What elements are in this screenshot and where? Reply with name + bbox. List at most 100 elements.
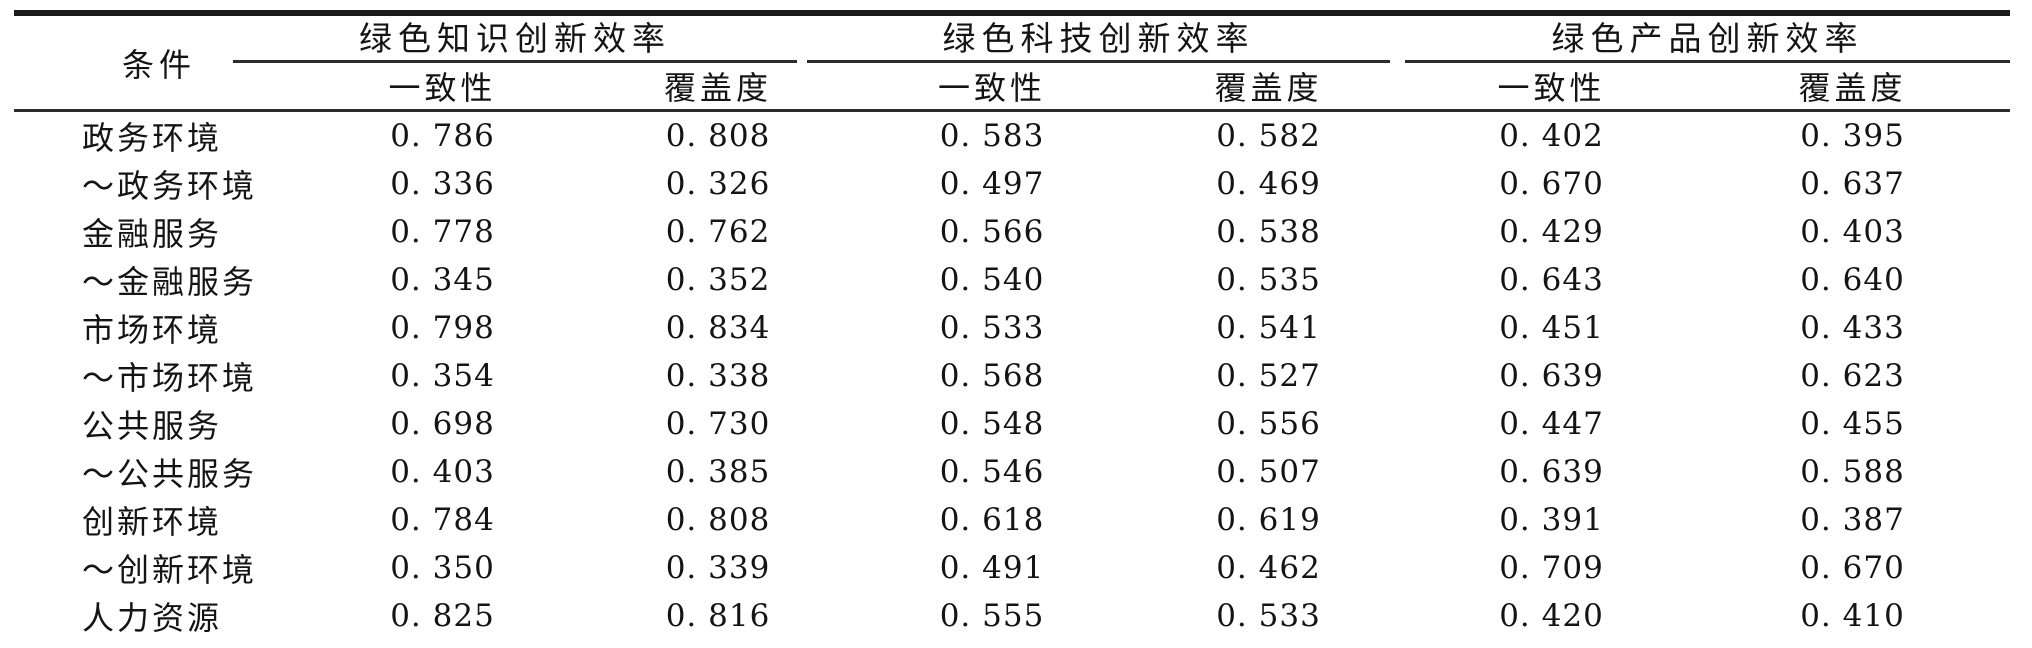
value-cell: 0. 527 [1216,358,1321,394]
value-cell: 0. 808 [665,118,771,154]
value-cell: 0. 538 [1216,214,1321,250]
subheader-coverage-3: 覆盖度 [1695,63,2010,112]
value-cell: 0. 420 [1499,598,1604,634]
condition-label: 公共服务 [82,407,223,445]
value-cell: 0. 354 [390,358,495,394]
value-cell: 0. 730 [665,406,771,442]
value-cell: 0. 451 [1499,310,1604,346]
group-header-technology: 绿色科技创新效率 [807,13,1408,63]
value-cell: 0. 410 [1800,598,1905,634]
value-cell: 0. 536 [1129,640,1408,648]
value-cell: 0. 582 [1216,118,1321,154]
table-header: 条件 绿色知识创新效率 绿色科技创新效率 绿色产品创新效率 一致性 覆盖度 一致… [14,13,2010,112]
value-cell: 0. 491 [939,550,1045,586]
value-cell: 0. 825 [390,598,495,634]
value-cell: 0. 555 [939,598,1045,634]
condition-label: ～金融服务 [82,263,258,301]
condition-label: 人力资源 [82,599,223,637]
subheader-consistency-2: 一致性 [855,63,1129,112]
condition-label: ～创新环境 [82,551,258,589]
value-cell: 0. 778 [390,214,495,250]
value-cell: 0. 391 [1499,502,1604,538]
condition-label: ～人力资源 [14,640,304,648]
table-row: ～金融服务 0. 345 0. 352 0. 540 0. 535 0. 643 0. 64… [14,256,2010,304]
condition-label: ～公共服务 [82,455,258,493]
value-cell: 0. 547 [855,640,1129,648]
condition-label: ～政务环境 [82,167,258,205]
value-cell: 0. 350 [390,550,495,586]
condition-label: 政务环境 [82,119,223,157]
table-row: 金融服务 0. 778 0. 762 0. 566 0. 538 0. 429 0. 403 [14,208,2010,256]
subheader-consistency-3: 一致性 [1408,63,1695,112]
condition-column-header: 条件 [14,13,304,112]
condition-label: 市场环境 [82,311,223,349]
value-cell: 0. 816 [665,598,771,634]
table-row: ～创新环境 0. 350 0. 339 0. 491 0. 462 0. 709 0. 67… [14,544,2010,592]
value-cell: 0. 556 [1216,406,1321,442]
value-cell: 0. 639 [1499,358,1604,394]
value-cell: 0. 588 [1800,454,1905,490]
value-cell: 0. 455 [1800,406,1905,442]
value-cell: 0. 566 [939,214,1045,250]
value-cell: 0. 623 [1800,358,1905,394]
value-cell: 0. 583 [939,118,1045,154]
value-cell: 0. 462 [1216,550,1321,586]
value-cell: 0. 642 [1695,640,2010,648]
table-row: 人力资源 0. 825 0. 816 0. 555 0. 533 0. 420 0. 410 [14,592,2010,640]
table-row: ～市场环境 0. 354 0. 338 0. 568 0. 527 0. 639 0. 62… [14,352,2010,400]
value-cell: 0. 338 [665,358,771,394]
sub-header-row: 一致性 覆盖度 一致性 覆盖度 一致性 覆盖度 [14,63,2010,112]
value-cell: 0. 698 [390,406,495,442]
value-cell: 0. 507 [1216,454,1321,490]
value-cell: 0. 640 [1800,262,1905,298]
subheader-coverage-1: 覆盖度 [581,63,855,112]
table-row: 市场环境 0. 798 0. 834 0. 533 0. 541 0. 451 0. 433 [14,304,2010,352]
value-cell: 0. 352 [665,262,771,298]
table-row: 公共服务 0. 698 0. 730 0. 548 0. 556 0. 447 0. 455 [14,400,2010,448]
value-cell: 0. 402 [1499,118,1604,154]
subheader-consistency-1: 一致性 [304,63,581,112]
value-cell: 0. 546 [939,454,1045,490]
value-cell: 0. 762 [665,214,771,250]
value-cell: 0. 345 [390,262,495,298]
value-cell: 0. 670 [1800,550,1905,586]
value-cell: 0. 385 [665,454,771,490]
group-title-product: 绿色产品创新效率 [1405,16,2010,63]
value-cell: 0. 709 [1499,550,1604,586]
value-cell: 0. 339 [665,550,771,586]
value-cell: 0. 433 [1800,310,1905,346]
value-cell: 0. 834 [665,310,771,346]
group-header-product: 绿色产品创新效率 [1405,13,2010,63]
value-cell: 0. 798 [390,310,495,346]
group-title-technology: 绿色科技创新效率 [807,16,1390,63]
condition-label: 金融服务 [82,215,223,253]
value-cell: 0. 670 [1499,166,1604,202]
value-cell: 0. 619 [1216,502,1321,538]
value-cell: 0. 548 [939,406,1045,442]
value-cell: 0. 808 [665,502,771,538]
table-row: ～公共服务 0. 403 0. 385 0. 546 0. 507 0. 639 0. 58… [14,448,2010,496]
value-cell: 0. 403 [390,454,495,490]
table-body: 政务环境 0. 786 0. 808 0. 583 0. 582 0. 402 0. 395… [14,111,2010,648]
value-cell: 0. 540 [939,262,1045,298]
value-cell: 0. 395 [1800,118,1905,154]
value-cell: 0. 639 [1499,454,1604,490]
subheader-coverage-2: 覆盖度 [1129,63,1408,112]
value-cell: 0. 311 [581,640,855,648]
value-cell: 0. 568 [939,358,1045,394]
value-cell: 0. 535 [1216,262,1321,298]
value-cell: 0. 637 [1800,166,1905,202]
table-row: ～政务环境 0. 336 0. 326 0. 497 0. 469 0. 670 0. 63… [14,160,2010,208]
value-cell: 0. 786 [390,118,495,154]
condition-label: ～市场环境 [82,359,258,397]
value-cell: 0. 533 [939,310,1045,346]
value-cell: 0. 784 [390,502,495,538]
group-title-knowledge: 绿色知识创新效率 [233,16,797,63]
condition-label: 创新环境 [82,503,223,541]
value-cell: 0. 447 [1499,406,1604,442]
value-cell: 0. 643 [1499,262,1604,298]
group-header-row: 条件 绿色知识创新效率 绿色科技创新效率 绿色产品创新效率 [14,13,2010,112]
value-cell: 0. 307 [304,640,581,648]
